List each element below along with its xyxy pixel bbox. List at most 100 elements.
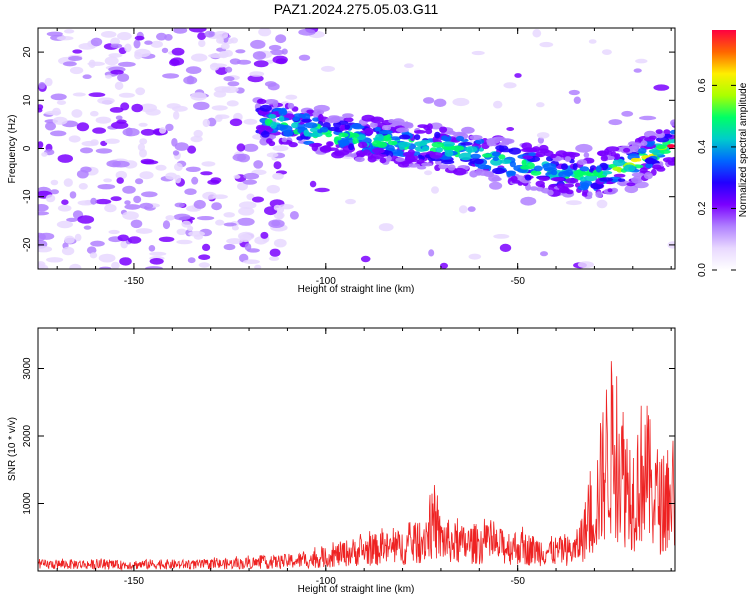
heatmap-cell xyxy=(220,43,230,50)
heatmap-cell xyxy=(532,146,540,153)
heatmap-cell xyxy=(303,129,310,137)
heatmap-cell xyxy=(89,252,98,259)
heatmap-cell xyxy=(149,258,164,265)
heatmap-cell xyxy=(343,124,351,130)
heatmap-cell xyxy=(165,123,174,132)
heatmap-cell xyxy=(378,130,393,135)
heatmap-cell xyxy=(633,68,642,73)
heatmap-cell xyxy=(656,136,669,143)
colorbar-bar xyxy=(712,30,736,270)
heatmap-cell xyxy=(543,150,554,157)
heatmap-cell xyxy=(493,100,503,109)
heatmap-cell xyxy=(520,165,531,170)
heatmap-cell xyxy=(191,53,208,62)
heatmap-cell xyxy=(249,71,265,77)
heatmap-cell xyxy=(477,164,492,170)
heatmap-cell xyxy=(38,211,50,216)
heatmap-cell xyxy=(631,172,645,177)
heatmap-cell xyxy=(452,97,470,107)
heatmap-cell xyxy=(269,49,285,56)
heatmap-cell xyxy=(69,66,84,75)
heatmap-cell xyxy=(325,132,333,138)
heatmap-cell xyxy=(532,29,542,38)
heatmap-cell xyxy=(488,174,500,182)
heatmap-cell xyxy=(662,133,673,138)
heatmap-cell xyxy=(115,115,123,121)
heatmap-cell xyxy=(201,161,216,167)
heatmap-cell xyxy=(473,158,484,165)
heatmap-cell xyxy=(188,230,206,237)
heatmap-cell xyxy=(528,152,537,157)
heatmap-cell xyxy=(243,118,258,125)
heatmap-cell xyxy=(174,162,183,172)
heatmap-cell xyxy=(115,170,128,180)
heatmap-cell xyxy=(464,146,478,153)
heatmap-cell xyxy=(269,248,281,257)
y-tick-label: 10 xyxy=(22,94,33,106)
heatmap-cell xyxy=(273,238,287,248)
heatmap-cell xyxy=(536,132,550,139)
heatmap-cell xyxy=(461,126,475,134)
heatmap-cell xyxy=(232,153,247,162)
heatmap-cell xyxy=(252,196,264,203)
heatmap-cell xyxy=(490,158,503,166)
heatmap-cell xyxy=(600,170,613,175)
heatmap-cell xyxy=(529,186,539,191)
heatmap-cell xyxy=(135,178,144,185)
heatmap-cell xyxy=(540,251,548,257)
heatmap-cell xyxy=(429,122,443,130)
heatmap-cell xyxy=(273,204,282,211)
heatmap-cell xyxy=(148,245,156,252)
heatmap-cell xyxy=(533,165,543,172)
heatmap-cell xyxy=(104,204,117,213)
heatmap-cell xyxy=(268,256,280,261)
heatmap-cell xyxy=(38,246,53,253)
heatmap-cell xyxy=(172,150,180,156)
snr-x-label: Height of straight line (km) xyxy=(298,584,415,595)
x-tick-label: -100 xyxy=(316,576,336,587)
heatmap-cell xyxy=(198,39,206,48)
x-tick-label: -50 xyxy=(510,276,525,287)
heatmap-cell xyxy=(291,122,299,129)
heatmap-cell xyxy=(281,137,288,143)
heatmap-cell xyxy=(237,217,255,226)
heatmap-cell xyxy=(41,152,48,157)
heatmap-cell xyxy=(360,255,371,263)
heatmap-cell xyxy=(174,142,189,151)
heatmap-cell xyxy=(100,31,117,38)
heatmap-cell xyxy=(215,219,225,226)
heatmap-cell xyxy=(539,41,554,48)
heatmap-cell xyxy=(638,147,647,154)
heatmap-cell xyxy=(213,90,227,98)
heatmap-cell xyxy=(522,155,533,160)
heatmap-cell xyxy=(669,129,675,135)
heatmap-cell xyxy=(327,141,333,147)
heatmap-cell xyxy=(587,191,593,197)
heatmap-cell xyxy=(667,144,675,149)
heatmap-cell xyxy=(530,170,542,176)
heatmap-cell xyxy=(171,47,185,56)
colorbar-tick-label: 0.6 xyxy=(697,78,708,92)
heatmap-cell xyxy=(338,132,349,138)
heatmap-cell xyxy=(268,44,282,51)
heatmap-cell xyxy=(64,235,75,244)
heatmap-cell xyxy=(72,92,86,97)
heatmap-cell xyxy=(399,134,411,140)
heatmap-cell xyxy=(378,223,394,232)
heatmap-cell xyxy=(253,60,269,68)
heatmap-cell xyxy=(38,141,44,149)
heatmap-cell xyxy=(74,233,82,242)
heatmap-cell xyxy=(499,243,512,252)
heatmap-cell xyxy=(370,121,378,129)
heatmap-cell xyxy=(498,154,506,160)
heatmap-cell xyxy=(38,232,46,242)
heatmap-cell xyxy=(524,174,532,181)
heatmap-cell xyxy=(536,102,545,108)
heatmap-cell xyxy=(469,134,483,141)
heatmap-cell xyxy=(218,51,229,59)
heatmap-cell xyxy=(565,178,579,184)
x-tick-label: -100 xyxy=(316,276,336,287)
heatmap-cell xyxy=(139,171,154,180)
heatmap-cell xyxy=(117,234,129,242)
x-tick-label: -150 xyxy=(124,576,144,587)
